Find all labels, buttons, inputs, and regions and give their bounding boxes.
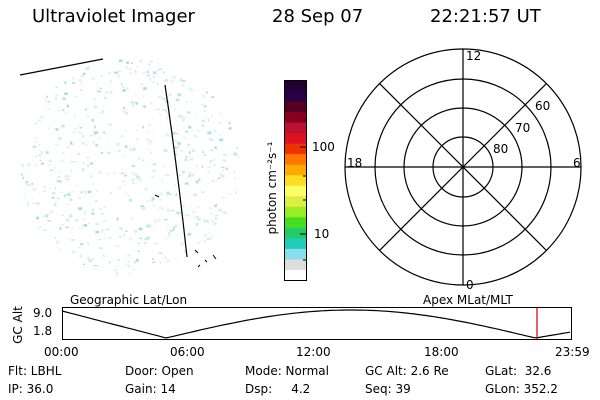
polar-ring-60: 60 [535,99,550,113]
info-mode: Mode: Normal [245,364,329,378]
limb-line-right [164,84,188,258]
colorbar-unit-label: photon cm⁻²s⁻¹ [265,141,279,235]
xtick-1200: 12:00 [296,345,331,359]
xtick-1800: 18:00 [424,345,459,359]
polar-label-0: 0 [466,278,474,292]
info-door: Door: Open [125,364,194,378]
altitude-ylabel: GC Alt [11,306,25,344]
date-label: 28 Sep 07 [272,6,364,27]
polar-ring-80: 80 [493,142,508,156]
polar-ring-70: 70 [515,121,530,135]
info-glat: GLat: 32.6 [485,364,552,378]
info-seq: Seq: 39 [365,382,411,396]
info-gc-alt: GC Alt: 2.6 Re [365,364,449,378]
page-title: Ultraviolet Imager [32,6,195,27]
altitude-curve [62,309,571,339]
altitude-ytick-bottom: 1.8 [33,324,53,338]
polar-label-18: 18 [347,156,362,170]
info-gain: Gain: 14 [125,382,176,396]
xtick-0000: 00:00 [44,345,79,359]
geographic-image [19,58,240,275]
altitude-ytick-top: 9.0 [33,306,53,320]
xtick-0600: 06:00 [170,345,205,359]
colorbar-tick-10: 10 [314,227,330,241]
info-dsp: Dsp: 4.2 [245,382,311,396]
info-ip: IP: 36.0 [8,382,54,396]
info-flt: Flt: LBHL [8,364,62,378]
limb-line-top [19,58,104,76]
geographic-coords-label: Geographic Lat/Lon [70,293,188,307]
colorbar [284,80,307,281]
polar-label-12: 12 [466,49,481,63]
xtick-2359: 23:59 [555,345,590,359]
info-glon: GLon: 352.2 [485,382,558,396]
colorbar-tick-100: 100 [312,140,335,154]
altitude-plot [62,307,572,340]
coast-fragments [154,194,217,268]
polar-grid: 12 0 18 6 60 70 80 [344,48,582,292]
time-label: 22:21:57 UT [430,6,541,27]
uv-speckle-field [20,59,240,275]
polar-label-6: 6 [573,156,581,170]
apex-coords-label: Apex MLat/MLT [423,293,513,307]
